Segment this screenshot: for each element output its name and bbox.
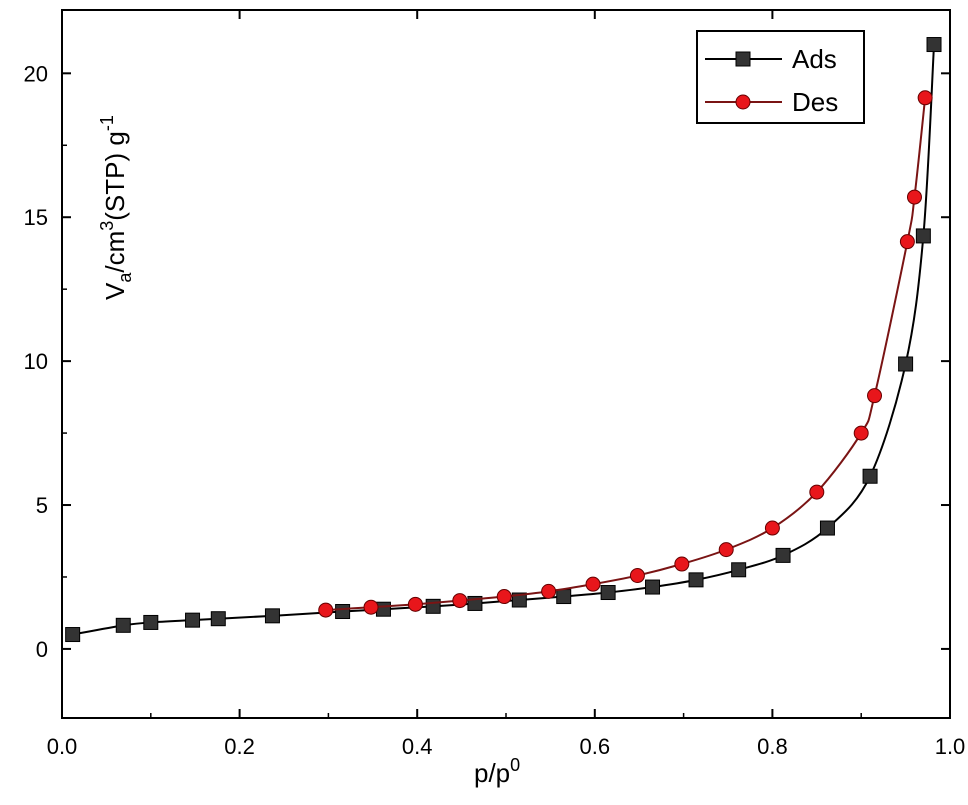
legend-des-marker <box>735 94 751 110</box>
data-point-des <box>496 589 512 605</box>
legend-des-label: Des <box>792 87 838 117</box>
legend-item-des: Des <box>705 87 838 117</box>
y-tick-label: 0 <box>36 637 48 662</box>
data-point-des <box>853 425 869 441</box>
data-point-ads <box>115 617 131 633</box>
data-point-des <box>407 596 423 612</box>
data-point-ads <box>143 614 159 630</box>
data-point-ads <box>375 601 391 617</box>
data-point-ads <box>210 611 226 627</box>
data-point-ads <box>898 356 914 372</box>
data-point-des <box>809 484 825 500</box>
y-axis-title: Va/cm3(STP) g-1 <box>97 115 135 300</box>
x-tick-label: 0.6 <box>580 734 611 759</box>
data-point-ads <box>556 589 572 605</box>
series-line-ads <box>72 44 936 636</box>
x-axis-title: p/p0 <box>474 755 520 788</box>
data-point-des <box>899 234 915 250</box>
legend-ads-marker <box>735 51 751 67</box>
data-point-des <box>318 602 334 618</box>
data-point-ads <box>600 585 616 601</box>
data-point-ads <box>926 37 942 53</box>
data-point-ads <box>915 228 931 244</box>
y-tick-label: 10 <box>24 349 48 374</box>
legend-item-ads: Ads <box>705 44 837 74</box>
series-layer <box>65 37 942 643</box>
legend-box <box>696 30 865 124</box>
data-point-des <box>867 388 883 404</box>
data-point-des <box>674 556 690 572</box>
data-point-ads <box>731 562 747 578</box>
y-axis-ticks: 0 5 10 15 20 <box>24 61 950 662</box>
data-point-ads <box>775 547 791 563</box>
legend-ads-label: Ads <box>792 44 837 74</box>
y-tick-label: 20 <box>24 61 48 86</box>
y-tick-label: 5 <box>36 493 48 518</box>
legend: Ads Des <box>696 30 865 124</box>
data-point-des <box>718 542 734 558</box>
data-point-ads <box>264 608 280 624</box>
data-point-des <box>585 576 601 592</box>
data-point-ads <box>688 572 704 588</box>
data-point-ads <box>862 468 878 484</box>
data-point-des <box>906 189 922 205</box>
data-point-des <box>363 599 379 615</box>
data-point-ads <box>511 592 527 608</box>
data-point-ads <box>645 579 661 595</box>
data-point-ads <box>65 627 81 643</box>
y-tick-label: 15 <box>24 205 48 230</box>
x-axis-ticks: 0.0 0.2 0.4 0.6 0.8 1.0 <box>47 10 966 759</box>
data-point-ads <box>819 520 835 536</box>
data-point-des <box>764 520 780 536</box>
x-tick-label: 0.0 <box>47 734 78 759</box>
data-point-ads <box>185 612 201 628</box>
x-tick-label: 0.4 <box>402 734 433 759</box>
data-point-ads <box>335 604 351 620</box>
series-line-des <box>325 97 927 612</box>
data-point-des <box>452 593 468 609</box>
x-tick-label: 0.8 <box>757 734 788 759</box>
data-point-des <box>629 568 645 584</box>
data-point-des <box>917 90 933 106</box>
x-tick-label: 0.2 <box>224 734 255 759</box>
data-point-des <box>541 583 557 599</box>
x-tick-label: 1.0 <box>935 734 966 759</box>
